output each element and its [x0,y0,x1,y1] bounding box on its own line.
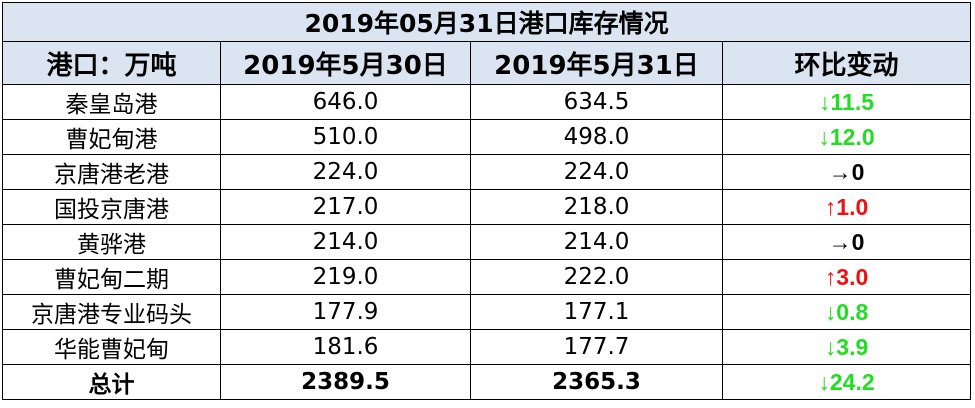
cell: 2389.5 [220,364,471,400]
change-cell: ↑3.0 [721,259,972,295]
cell: 曹妃甸港 [2,119,221,155]
table-title: 2019年05月31日港口库存情况 [1,2,972,42]
change-cell: ↑1.0 [721,189,972,225]
cell: 177.9 [220,294,471,330]
cell: 环比变动 [721,41,972,85]
cell: 总计 [2,364,221,400]
change-cell: →0 [721,224,972,260]
cell: 京唐港老港 [2,154,221,190]
change-cell: ↓0.8 [721,294,972,330]
cell: 214.0 [470,224,723,260]
cell: 177.1 [470,294,723,330]
change-cell: ↓24.2 [721,364,972,400]
cell: 510.0 [220,119,471,155]
cell: 219.0 [220,259,471,295]
cell: 港口：万吨 [2,41,221,85]
data-row: 黄骅港 214.0 214.0 →0 [2,224,972,260]
inventory-table: 2019年05月31日港口库存情况 港口：万吨 2019年5月30日 2019年5月… [1,2,972,400]
cell: 181.6 [220,329,471,365]
data-row: 曹妃甸二期 219.0 222.0 ↑3.0 [2,259,972,295]
header-row: 港口：万吨 2019年5月30日 2019年5月31日 环比变动 [2,41,972,85]
cell: 国投京唐港 [2,189,221,225]
cell: 224.0 [470,154,723,190]
cell: 177.7 [470,329,723,365]
cell: 218.0 [470,189,723,225]
change-cell: ↓11.5 [721,84,972,120]
change-cell: ↓3.9 [721,329,972,365]
data-row: 京唐港老港 224.0 224.0 →0 [2,154,972,190]
cell: 634.5 [470,84,723,120]
cell: 214.0 [220,224,471,260]
cell: 498.0 [470,119,723,155]
change-cell: ↓12.0 [721,119,972,155]
total-row: 总计 2389.5 2365.3 ↓24.2 [2,364,972,400]
data-row: 京唐港专业码头 177.9 177.1 ↓0.8 [2,294,972,330]
change-cell: →0 [721,154,972,190]
cell: 华能曹妃甸 [2,329,221,365]
cell: 222.0 [470,259,723,295]
cell: 黄骅港 [2,224,221,260]
cell: 2019年5月31日 [470,41,723,85]
cell: 217.0 [220,189,471,225]
data-row: 曹妃甸港 510.0 498.0 ↓12.0 [2,119,972,155]
title-row: 2019年05月31日港口库存情况 [1,2,972,42]
data-row: 国投京唐港 217.0 218.0 ↑1.0 [2,189,972,225]
data-row: 秦皇岛港 646.0 634.5 ↓11.5 [2,84,972,120]
cell: 2019年5月30日 [220,41,471,85]
data-row: 华能曹妃甸 181.6 177.7 ↓3.9 [2,329,972,365]
cell: 2365.3 [470,364,723,400]
cell: 曹妃甸二期 [2,259,221,295]
cell: 224.0 [220,154,471,190]
cell: 京唐港专业码头 [2,294,221,330]
cell: 646.0 [220,84,471,120]
cell: 秦皇岛港 [2,84,221,120]
